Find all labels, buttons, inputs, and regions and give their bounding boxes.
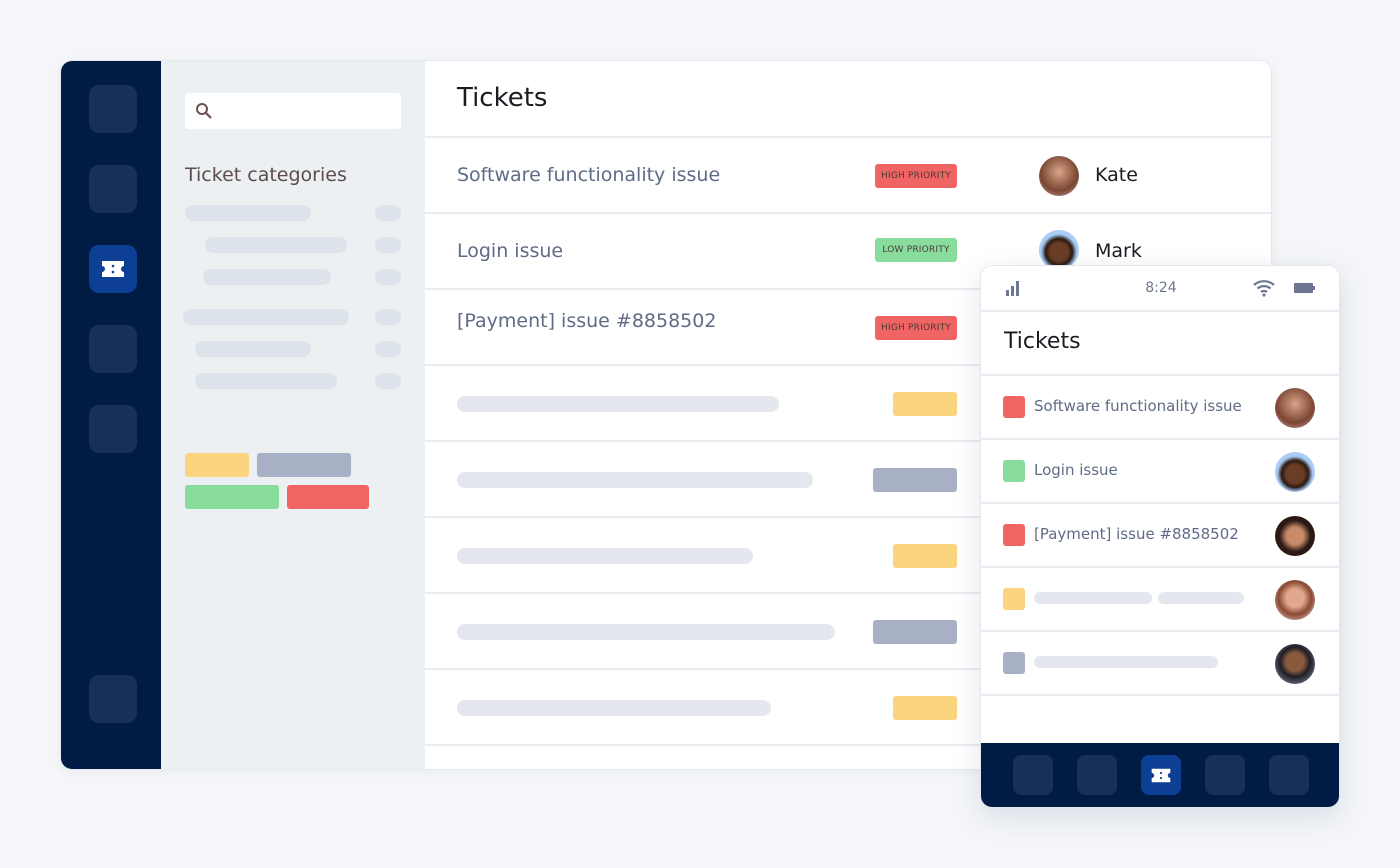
nav-item-5[interactable] [89, 405, 137, 453]
table-row[interactable]: Software functionality issue HIGH PRIORI… [425, 136, 1271, 212]
categories-title: Ticket categories [185, 164, 347, 186]
table-row[interactable] [425, 364, 1271, 440]
table-row[interactable]: Login issue LOW PRIORITY Mark [425, 212, 1271, 288]
ticket-title: Software functionality issue [457, 164, 721, 186]
table-row[interactable] [425, 744, 1271, 769]
assignee-name: Mark [1095, 240, 1142, 262]
mobile-list-item[interactable] [981, 566, 1339, 630]
mobile-nav-tickets[interactable] [1141, 755, 1181, 795]
ticket-title: [Payment] issue #8858502 [1034, 525, 1239, 543]
table-row[interactable] [425, 440, 1271, 516]
mobile-bottom-nav [981, 743, 1339, 807]
category-skeleton[interactable] [185, 205, 311, 221]
mobile-list-item[interactable] [981, 630, 1339, 694]
ticket-title: Login issue [1034, 461, 1118, 479]
category-skeleton[interactable] [205, 237, 347, 253]
category-skeleton[interactable] [183, 309, 349, 325]
ticket-title: [Payment] issue #8858502 [457, 310, 717, 332]
assignee-name: Kate [1095, 164, 1138, 186]
mobile-header: Tickets [981, 310, 1339, 374]
avatar [1275, 580, 1315, 620]
nav-sidebar [61, 61, 161, 769]
nav-item-tickets[interactable] [89, 245, 137, 293]
search-input[interactable] [185, 93, 401, 129]
avatar [1039, 230, 1079, 270]
page-title: Tickets [457, 83, 548, 113]
tag-medium[interactable] [185, 453, 249, 477]
avatar [1275, 644, 1315, 684]
ticket-title: Software functionality issue [1034, 397, 1242, 415]
tag-neutral[interactable] [257, 453, 351, 477]
mobile-app: 8:24 Tickets Software functionality issu… [980, 265, 1340, 808]
search-icon [196, 103, 212, 119]
avatar [1275, 452, 1315, 492]
mobile-nav-item[interactable] [1205, 755, 1245, 795]
ticket-title: Login issue [457, 240, 564, 262]
table-row[interactable] [425, 668, 1271, 744]
ticket-icon [1151, 768, 1171, 782]
mobile-list-item[interactable]: Login issue [981, 438, 1339, 502]
category-skeleton[interactable] [195, 373, 337, 389]
table-row[interactable] [425, 592, 1271, 668]
priority-badge: LOW PRIORITY [875, 238, 957, 262]
tag-high[interactable] [287, 485, 369, 509]
tag-low[interactable] [185, 485, 279, 509]
count-skeleton [375, 341, 401, 357]
avatar [1039, 156, 1079, 196]
table-row[interactable]: [Payment] issue #8858502 HIGH PRIORITY [425, 288, 1271, 364]
nav-item-1[interactable] [89, 85, 137, 133]
nav-item-2[interactable] [89, 165, 137, 213]
ticket-icon [102, 261, 124, 277]
mobile-list-item[interactable]: [Payment] issue #8858502 [981, 502, 1339, 566]
count-skeleton [375, 205, 401, 221]
category-skeleton[interactable] [203, 269, 331, 285]
mobile-nav-item[interactable] [1013, 755, 1053, 795]
nav-item-4[interactable] [89, 325, 137, 373]
avatar [1275, 516, 1315, 556]
signal-icon [1006, 281, 1019, 296]
mobile-nav-item[interactable] [1269, 755, 1309, 795]
count-skeleton [375, 269, 401, 285]
categories-panel: Ticket categories [161, 61, 425, 769]
priority-badge: HIGH PRIORITY [875, 164, 957, 188]
clock: 8:24 [1145, 280, 1177, 296]
category-skeleton[interactable] [195, 341, 311, 357]
nav-item-settings[interactable] [89, 675, 137, 723]
count-skeleton [375, 373, 401, 389]
table-row[interactable] [425, 516, 1271, 592]
priority-badge: HIGH PRIORITY [875, 316, 957, 340]
count-skeleton [375, 237, 401, 253]
avatar [1275, 388, 1315, 428]
mobile-page-title: Tickets [1004, 329, 1081, 354]
mobile-nav-item[interactable] [1077, 755, 1117, 795]
mobile-list-item[interactable]: Software functionality issue [981, 374, 1339, 438]
wifi-icon [1253, 280, 1275, 297]
count-skeleton [375, 309, 401, 325]
status-bar: 8:24 [981, 266, 1339, 310]
tickets-list: Tickets Software functionality issue HIG… [425, 61, 1271, 769]
battery-icon [1294, 283, 1315, 293]
